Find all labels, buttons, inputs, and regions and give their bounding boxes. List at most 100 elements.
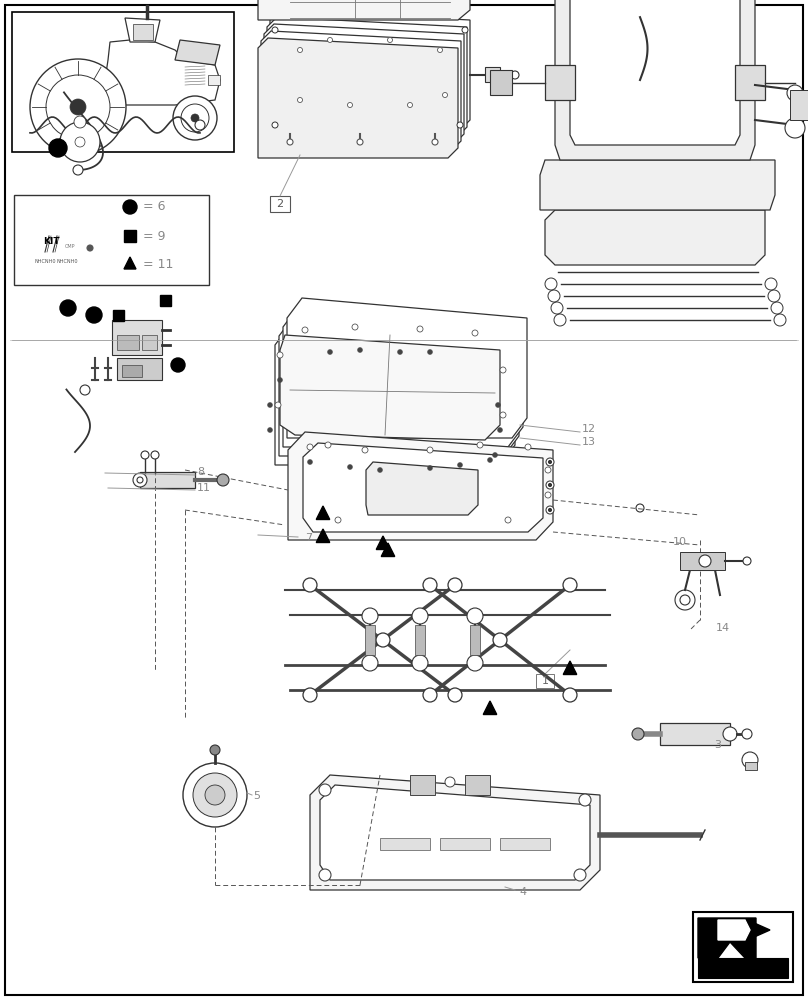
Circle shape [549,484,552,487]
Polygon shape [545,210,765,265]
Bar [410,775,435,795]
Circle shape [787,85,803,101]
Polygon shape [735,65,765,100]
Polygon shape [40,233,62,255]
Polygon shape [316,506,330,520]
Circle shape [563,578,577,592]
Circle shape [574,869,586,881]
Bar [465,775,490,795]
Polygon shape [570,0,740,145]
Circle shape [579,794,591,806]
Circle shape [448,688,462,702]
Polygon shape [288,432,553,540]
Circle shape [272,122,278,128]
Circle shape [546,458,554,466]
Polygon shape [280,335,500,440]
Circle shape [195,120,205,130]
Circle shape [742,752,758,768]
Circle shape [632,728,644,740]
Circle shape [217,474,229,486]
Circle shape [388,37,393,42]
Circle shape [457,122,463,128]
Circle shape [267,428,272,432]
Polygon shape [270,10,470,130]
Circle shape [352,324,358,330]
Circle shape [427,466,432,471]
Circle shape [477,442,483,448]
Circle shape [308,460,313,464]
Text: 11: 11 [197,483,211,493]
Circle shape [636,504,644,512]
Circle shape [437,47,443,52]
Bar [790,90,808,120]
Polygon shape [316,529,330,542]
Circle shape [303,578,317,592]
Circle shape [563,688,577,702]
Circle shape [493,633,507,647]
Circle shape [74,116,86,128]
Circle shape [525,444,531,450]
Circle shape [771,302,783,314]
Circle shape [427,350,432,355]
Circle shape [347,103,352,107]
Circle shape [133,473,147,487]
Circle shape [191,114,199,122]
Bar [680,552,725,570]
Bar [159,294,170,306]
Text: 12: 12 [582,424,596,434]
Circle shape [362,608,378,624]
Circle shape [357,139,363,145]
Polygon shape [264,24,464,144]
Text: NHCNH0: NHCNH0 [34,259,56,264]
Bar [117,335,139,350]
Text: 10: 10 [673,537,687,547]
Circle shape [467,608,483,624]
Text: 3: 3 [714,740,721,750]
Circle shape [427,447,433,453]
Text: 8: 8 [197,467,204,477]
Circle shape [325,442,331,448]
Bar [133,24,153,40]
Circle shape [546,481,554,489]
Text: = 9: = 9 [143,230,166,242]
Circle shape [86,307,102,323]
Bar [470,625,480,655]
Polygon shape [105,40,220,105]
Polygon shape [261,31,461,151]
Text: 5: 5 [253,791,260,801]
Circle shape [545,467,551,473]
Circle shape [60,122,100,162]
Polygon shape [545,65,575,100]
Bar [745,762,757,770]
Text: NHCNH0: NHCNH0 [57,259,78,264]
Circle shape [417,326,423,332]
Bar [112,310,124,320]
Circle shape [210,745,220,755]
Circle shape [445,777,455,787]
Circle shape [319,869,331,881]
Polygon shape [540,160,775,210]
Circle shape [768,290,780,302]
Bar [365,625,375,655]
Circle shape [137,477,143,483]
Bar [124,230,136,242]
Circle shape [407,103,413,107]
Polygon shape [377,536,389,550]
Bar [440,838,490,850]
Polygon shape [320,785,590,880]
Polygon shape [283,307,523,447]
Circle shape [151,451,159,459]
Circle shape [70,99,86,115]
Circle shape [774,314,786,326]
Text: 1: 1 [541,676,549,686]
Circle shape [398,350,402,355]
Bar [415,625,425,655]
Text: 13: 13 [582,437,596,447]
Circle shape [376,633,390,647]
Circle shape [141,451,149,459]
Bar [380,838,430,850]
Polygon shape [660,723,730,745]
Circle shape [357,348,363,353]
Bar [698,958,788,978]
Circle shape [549,508,552,512]
